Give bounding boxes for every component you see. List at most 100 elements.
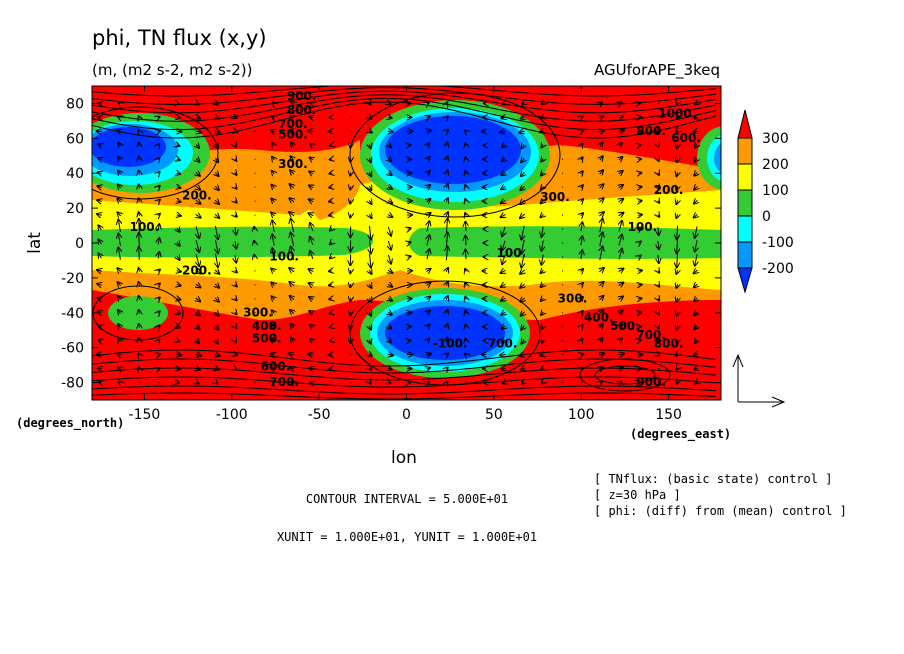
flux-vector [97,131,103,132]
contour-label: 300. [540,190,570,204]
flux-vector [540,354,543,355]
contour-line-vortex [349,92,561,218]
flux-vector [196,254,199,266]
flux-vector [329,271,332,272]
flux-vector [465,143,466,146]
flux-vector [196,117,200,118]
flux-vector [215,144,217,148]
flux-vector [388,215,392,218]
flux-vector [520,298,524,302]
y-tick-label: -80 [61,376,84,392]
colorbar-label-300: 300 [762,131,789,147]
flux-vector [98,368,102,369]
flux-vector [98,158,101,159]
flux-vector [658,187,659,189]
flux-vector [446,130,448,132]
flux-vector [271,213,274,216]
flux-vector [215,239,218,253]
flux-vector [290,156,293,160]
flux-vector [676,200,677,204]
y-unit-label: (degrees_north) [16,416,124,431]
flux-vector [503,103,505,104]
flux-vector [677,158,678,162]
flux-vector [388,368,391,369]
y-axis: -80 -60 -40 -20 0 20 40 60 80 [61,96,721,392]
flux-vector [695,103,697,104]
flux-vector [289,212,294,216]
flux-vector [158,270,160,272]
flux-vector [446,246,447,261]
flux-vector [118,184,121,188]
info-line-3: [ phi: (diff) from (mean) control ] [594,504,847,518]
flux-vector [158,297,160,299]
flux-vector [541,145,543,148]
flux-vector [369,326,371,330]
flux-vector [330,257,332,259]
flux-vector [329,299,332,300]
flux-vector [271,268,274,271]
flux-vector [427,249,429,260]
flux-vector [369,354,372,356]
flux-vector [658,255,659,263]
contour-label: 200. [182,263,212,277]
flux-vector [196,270,201,273]
flux-vector [309,199,314,201]
flux-vector [619,249,622,260]
flux-vector [427,235,430,246]
flux-vector [427,269,431,272]
flux-vector [446,156,447,160]
flux-vector [291,219,294,233]
flux-vector [388,240,391,250]
flux-vector [196,103,198,104]
flux-vector [158,224,159,231]
flux-vector [291,338,294,342]
flux-vector [619,221,622,232]
x-tick-label: 150 [655,407,682,423]
flux-vector [581,297,583,300]
flux-vector [289,130,295,132]
contour-line-north [92,90,717,114]
flux-vector [330,243,332,245]
flux-vector [272,157,274,160]
flux-vector [581,283,583,286]
flux-vector [329,285,332,286]
flux-vector [290,367,294,369]
contour-label: 900. [287,89,317,103]
flux-vector [158,252,159,259]
flux-vector [446,296,448,300]
flux-vector [465,354,466,355]
flux-vector [581,213,583,216]
flux-vector [600,247,603,261]
flux-vector [215,284,219,288]
flux-vector [158,238,159,245]
contour-label: 600. [671,131,701,145]
flux-vector [502,240,505,250]
flux-vector [522,382,524,384]
flux-vector [196,145,199,148]
flux-vector [502,254,505,264]
flux-vector [389,382,391,383]
flux-vector [388,131,393,132]
flux-vector [658,284,659,286]
flux-vector [272,116,275,117]
flux-vector [388,117,391,118]
flux-vector [465,222,466,232]
colorbar-label-100: 100 [762,183,789,199]
flux-vector [581,269,583,272]
flux-vector [389,103,391,104]
flux-vector [388,284,392,287]
flux-vector [158,131,160,132]
flux-vector [158,339,159,341]
flux-vector [446,353,448,355]
experiment-name: AGUforAPE_3keq [594,61,720,80]
colorbar-label-200: 200 [762,157,789,173]
flux-vector [177,299,181,300]
flux-vector [139,170,140,174]
flux-vector [446,268,448,272]
contour-label: 500. [278,127,308,141]
flux-vector [619,143,622,146]
contour-line-south [92,385,717,395]
flux-vector [272,143,274,146]
flux-vector [290,310,294,314]
flux-vector [177,145,179,146]
